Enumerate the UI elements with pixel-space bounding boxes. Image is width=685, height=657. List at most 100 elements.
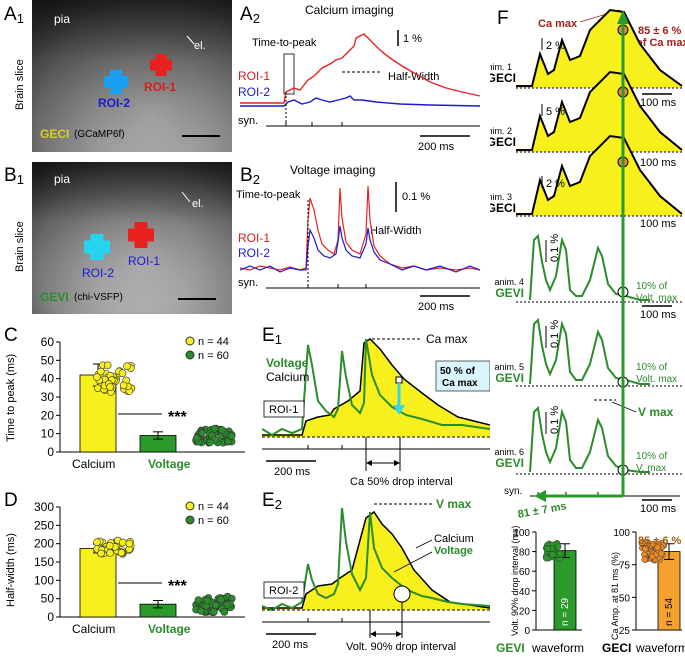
ninety-percent-marker [393,585,411,603]
y-scale-label: 0.1 % [549,320,561,348]
interval-arrowhead [396,631,402,637]
sensor-label: GEVI [495,456,524,470]
sensor-label: GECI [40,127,70,141]
data-point [543,554,550,562]
data-point [210,424,219,433]
v-max-label: V max [436,497,472,511]
voltage-imaging-title: Voltage imaging [290,163,375,177]
x-label-voltage: Voltage [148,622,191,636]
calcium-imaging-title: Calcium imaging [305,3,394,17]
ten-percent-label: 10% of [636,281,667,292]
roi-2-label: ROI-2 [238,246,270,260]
roi-2-label: ROI-2 [82,266,115,280]
half-ca-max-text-2: Ca max [442,378,478,389]
y-scale-label: 0.1 % [549,406,561,434]
y-tick-label: 40 [41,372,55,386]
data-point [119,381,128,390]
bar-0 [79,548,117,618]
legend-pointer [415,539,433,549]
interval-label: Volt. 90% drop interval [346,641,456,653]
y-tick-label: 60 [519,567,531,578]
calcium-legend-label: Calcium [434,533,474,545]
legend-marker-voltage [185,515,195,525]
roi-1-trace [240,33,481,104]
data-point [97,549,105,558]
y-tick-label: 40 [519,587,531,598]
geci-trace [516,70,683,151]
data-point [220,608,229,616]
panel-label-d: D [4,490,18,511]
data-point [106,549,114,557]
sensor-detail: (chi-VSFP) [74,292,123,303]
arrow-label: 81 ± 7 ms [517,500,568,520]
legend-n-voltage: n = 60 [198,515,229,527]
geci-area [516,136,682,216]
gevi-trace [529,405,650,473]
ten-percent-sub: Volt. max [636,293,677,304]
roi-2-trace [239,225,481,273]
roi-2-overlay-traces: V max Calcium Voltage ROI-2 200 ms Volt.… [262,497,490,653]
data-point [93,373,101,381]
x-scale-label: 200 ms [274,466,311,478]
brain-slice-axis-label: Brain slice [14,59,26,110]
data-point [203,596,212,605]
half-max-marker [395,376,403,384]
syn-label: syn. [238,277,258,289]
y-tick-label: 300 [34,500,54,514]
data-point [641,545,649,553]
data-point [654,544,661,551]
y-tick-label: 200 [34,537,54,551]
electrode-label: el. [192,198,204,210]
legend-n-voltage: n = 60 [198,350,229,362]
data-point [211,601,220,609]
geci-row: anim. 1 GECI 2 % 100 ms [490,8,683,109]
x-label-waveform: waveform [531,641,584,655]
interval-arrowhead [394,460,400,466]
data-point [206,438,214,447]
x-scale-label: 100 ms [640,157,677,169]
data-point [657,550,665,557]
data-point [198,429,206,437]
waveform-comparison: Ca max 85 ± 6 % of Ca max anim. 1 GECI 2… [490,8,685,655]
y-tick-label: 100 [34,573,54,587]
geci-row: anim. 2 GECI 5 % 100 ms [490,70,683,169]
alignment-arrowhead [534,490,546,502]
x-scale-label: 100 ms [640,218,677,230]
y-tick-label: 0 [524,626,530,637]
sensor-detail: (GCaMP6f) [74,129,125,140]
data-point [106,541,114,550]
half-width-label: Half-Width [370,225,421,237]
y-tick-label: 0 [47,610,54,624]
data-point [118,538,127,547]
roi-box [263,581,305,599]
ten-percent-label: 10% of [636,362,667,373]
panel-label-e2: E2 [262,490,282,512]
data-point [549,551,556,558]
data-point [556,550,564,558]
voltage-legend-label: Voltage [434,545,473,557]
syn-label: syn. [238,115,258,127]
ca-pct-sub: of Ca max [636,37,685,49]
data-point [123,362,131,370]
x-scale-label: 200 ms [418,141,455,153]
time-to-peak-label: Time-to-peak [236,189,301,201]
scale-bar [178,298,216,300]
x-scale-label: 100 ms [640,503,677,515]
time-to-peak-label: Time-to-peak [252,37,317,49]
half-width-chart: Half-width (ms) 0 50 100 150 200 250 300 Calci… [5,500,245,636]
roi-1-label: ROI-1 [128,254,161,268]
pct-label: 85 ± 6 % [638,535,682,547]
panel-label-e1: E1 [262,325,282,347]
scale-bar [182,135,220,137]
geci-trace [516,8,683,87]
ten-percent-sub: Volt. max [636,374,677,385]
data-point [103,361,112,370]
data-point [218,426,226,434]
data-point [641,556,648,563]
ca-amp-bar-chart: Ca Amp. at 81 ms (%) 25 50 75 100 n = 54 85… [602,528,685,655]
x-label-calcium: Calcium [72,457,115,471]
y-tick-label: 0 [47,445,54,459]
x-label-gevi: GEVI [496,641,525,655]
ten-percent-sub: V. max [636,463,666,474]
n-label: n = 29 [560,597,571,626]
